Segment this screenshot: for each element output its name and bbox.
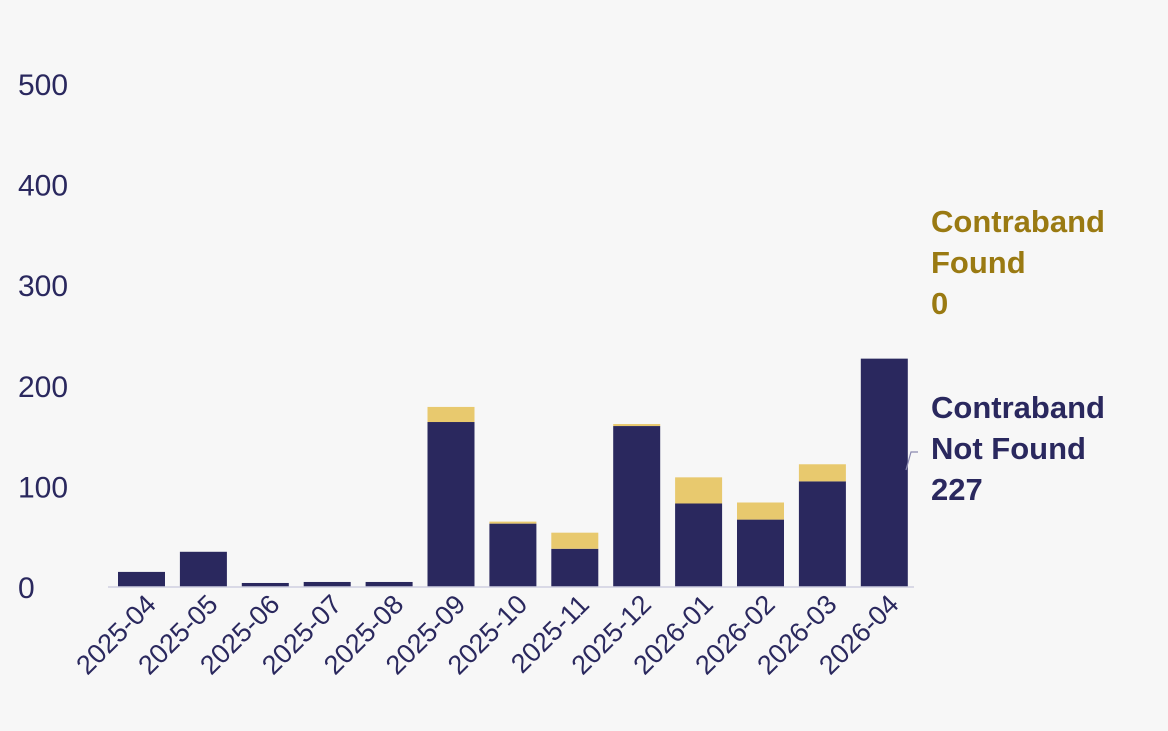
- x-axis: 2025-042025-052025-062025-072025-082025-…: [70, 589, 904, 680]
- bar-contraband-not-found: [365, 581, 413, 587]
- y-tick-label: 100: [18, 471, 68, 504]
- y-tick-label: 200: [18, 371, 68, 404]
- bar-contraband-found: [675, 477, 723, 504]
- bar-contraband-found: [737, 502, 784, 520]
- legend-label-contraband-not-found: Contraband: [931, 390, 1105, 425]
- bar-contraband-not-found: [551, 548, 599, 587]
- y-tick-label: 0: [18, 572, 35, 605]
- bar-contraband-not-found: [489, 523, 537, 587]
- bar-contraband-found: [613, 424, 661, 427]
- bar-contraband-not-found: [303, 581, 351, 587]
- y-tick-label: 400: [18, 170, 68, 203]
- bar-contraband-found: [427, 406, 475, 423]
- bar-contraband-not-found: [427, 422, 475, 587]
- bar-contraband-not-found: [179, 551, 227, 587]
- bar-contraband-not-found: [860, 358, 908, 587]
- bar-contraband-found: [489, 521, 537, 524]
- bar-contraband-found: [798, 464, 846, 482]
- bar-contraband-not-found: [798, 481, 846, 587]
- bar-series-group: [118, 358, 908, 587]
- bar-contraband-found: [551, 532, 599, 549]
- y-tick-label: 300: [18, 270, 68, 303]
- y-tick-label: 500: [18, 69, 68, 102]
- legend-label-contraband-not-found: 227: [931, 472, 983, 507]
- bar-contraband-not-found: [613, 426, 661, 587]
- bar-contraband-not-found: [675, 503, 723, 587]
- legend-label-contraband-found: 0: [931, 286, 948, 321]
- y-axis: 0 100 200 300 400 500: [18, 69, 68, 605]
- bar-contraband-not-found: [118, 571, 165, 587]
- bar-contraband-not-found: [241, 582, 289, 587]
- legend-label-contraband-not-found: Not Found: [931, 431, 1086, 466]
- bar-contraband-not-found: [737, 519, 784, 587]
- legend: Contraband Found 0 Contraband Not Found 227: [905, 204, 1105, 507]
- legend-label-contraband-found: Found: [931, 245, 1026, 280]
- legend-connector-line: [905, 451, 918, 471]
- legend-label-contraband-found: Contraband: [931, 204, 1105, 239]
